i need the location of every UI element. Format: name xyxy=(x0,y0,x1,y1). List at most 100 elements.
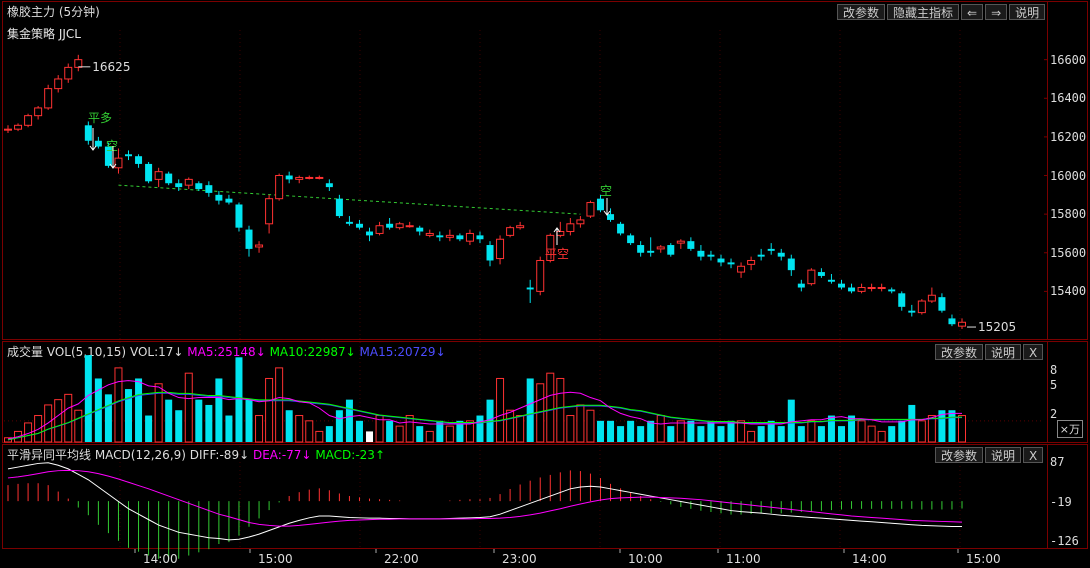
y-axis-divider xyxy=(1047,2,1048,339)
volume-bar-down xyxy=(145,415,153,442)
candle-up xyxy=(184,178,193,186)
macd-tick: -126 xyxy=(1050,534,1079,548)
volume-bar-down xyxy=(205,404,213,442)
candle-down xyxy=(757,254,765,257)
candle-down xyxy=(627,235,635,244)
candle-down xyxy=(526,287,534,290)
ma5-line xyxy=(7,380,962,440)
volume-bar-up xyxy=(305,420,314,443)
volume-bar-up xyxy=(927,415,936,443)
price-chart-panel[interactable]: 橡胶主力 (5分钟) 集金策略 JJCL 改参数 隐藏主指标 ⇐ ⇒ 说明 xyxy=(2,1,1088,340)
volume-bar-up xyxy=(737,420,746,443)
volume-tick: 8 xyxy=(1050,363,1058,377)
arrow-right-icon[interactable]: ⇒ xyxy=(985,4,1008,20)
volume-bar-down xyxy=(898,420,906,442)
candle-down xyxy=(245,229,253,249)
time-tick: 22:00 xyxy=(384,552,419,566)
candle-down xyxy=(827,279,835,282)
vol-value: VOL:17↓ xyxy=(129,345,184,359)
volume-bar-down xyxy=(777,426,785,442)
macd-panel[interactable]: 平滑异同平均线 MACD(12,26,9) DIFF:-89↓ DEA:-77↓… xyxy=(2,444,1088,549)
volume-bar-up xyxy=(747,430,756,443)
candle-down xyxy=(667,245,675,255)
volume-toolbar: 改参数 说明 X xyxy=(935,344,1044,360)
volume-bar-down xyxy=(707,420,715,442)
candle-up xyxy=(295,176,304,180)
candle-up xyxy=(4,128,12,131)
candle-down xyxy=(285,175,293,180)
candle-down xyxy=(647,250,655,253)
volume-bar-down xyxy=(416,426,424,442)
candle-up xyxy=(576,219,585,225)
volume-bar-down xyxy=(627,420,635,442)
volume-bar-down xyxy=(817,426,825,442)
volume-edit-params-button[interactable]: 改参数 xyxy=(935,344,984,360)
macd-edit-params-button[interactable]: 改参数 xyxy=(935,447,984,463)
volume-bar-down xyxy=(667,426,675,442)
macd-close-button[interactable]: X xyxy=(1023,447,1044,463)
candle-down xyxy=(637,245,645,253)
candle-down xyxy=(617,223,625,234)
volume-bar-up xyxy=(958,415,966,443)
candle-down xyxy=(607,214,615,220)
volume-close-button[interactable]: X xyxy=(1023,344,1044,360)
edit-params-button[interactable]: 改参数 xyxy=(837,4,886,20)
volume-bar-down xyxy=(617,426,625,442)
candle-up xyxy=(867,287,876,290)
candle-down xyxy=(195,183,203,190)
help-button[interactable]: 说明 xyxy=(1009,4,1046,20)
signal-close-long-label: 平多 xyxy=(88,111,112,125)
candle-up xyxy=(917,300,926,314)
dea-line xyxy=(7,469,963,527)
ma5-value: MA5:25148↓ xyxy=(187,345,266,359)
macd-indicator-name: 平滑异同平均线 MACD(12,26,9) xyxy=(7,448,186,462)
volume-bar-up xyxy=(395,425,404,443)
volume-bar-down xyxy=(757,426,765,442)
volume-bar-up xyxy=(445,425,454,443)
signal-close-short-label: 平空 xyxy=(545,247,569,261)
candle-up xyxy=(315,176,324,179)
diff-value: DIFF:-89↓ xyxy=(189,448,250,462)
macd-help-button[interactable]: 说明 xyxy=(985,447,1022,463)
main-toolbar: 改参数 隐藏主指标 ⇐ ⇒ 说明 xyxy=(837,4,1046,20)
volume-bar-up xyxy=(405,415,414,443)
candle-up xyxy=(857,287,866,292)
volume-bar-down xyxy=(235,357,243,442)
volume-bar-up xyxy=(496,377,505,443)
candle-up xyxy=(807,269,816,285)
signal-close-short-arrow-head xyxy=(553,227,561,233)
candle-up xyxy=(877,287,886,290)
volume-title: 成交量 VOL(5,10,15) VOL:17↓ MA5:25148↓ MA10… xyxy=(7,345,446,359)
candle-down xyxy=(104,146,112,166)
volume-bar-up xyxy=(275,367,284,443)
trend-line xyxy=(118,184,581,215)
volume-bar-down xyxy=(697,426,705,442)
candle-up xyxy=(24,115,33,126)
candle-down xyxy=(596,198,604,211)
candle-down xyxy=(707,254,715,257)
volume-bar-down xyxy=(797,426,805,442)
candle-down xyxy=(345,221,353,224)
volume-bar-up xyxy=(566,415,575,443)
volume-bar-up xyxy=(295,415,304,443)
candle-down xyxy=(355,223,363,228)
candle-up xyxy=(546,234,555,261)
candle-up xyxy=(465,232,474,242)
candle-up xyxy=(737,265,746,273)
price-tick: 16400 xyxy=(1050,91,1087,106)
volume-bar-up xyxy=(114,367,123,443)
volume-bar-down xyxy=(335,410,343,442)
volume-help-button[interactable]: 说明 xyxy=(985,344,1022,360)
volume-bar-down xyxy=(607,420,615,442)
volume-bar-up xyxy=(917,420,926,443)
candle-down xyxy=(325,183,333,188)
arrow-left-icon[interactable]: ⇐ xyxy=(961,4,984,20)
volume-bar-up xyxy=(877,430,886,443)
hide-main-indicator-button[interactable]: 隐藏主指标 xyxy=(887,4,960,20)
high-price-label: 16625 xyxy=(92,60,130,74)
candle-up xyxy=(265,198,274,225)
candle-down xyxy=(225,198,233,203)
volume-panel[interactable]: 成交量 VOL(5,10,15) VOL:17↓ MA5:25148↓ MA10… xyxy=(2,341,1088,443)
